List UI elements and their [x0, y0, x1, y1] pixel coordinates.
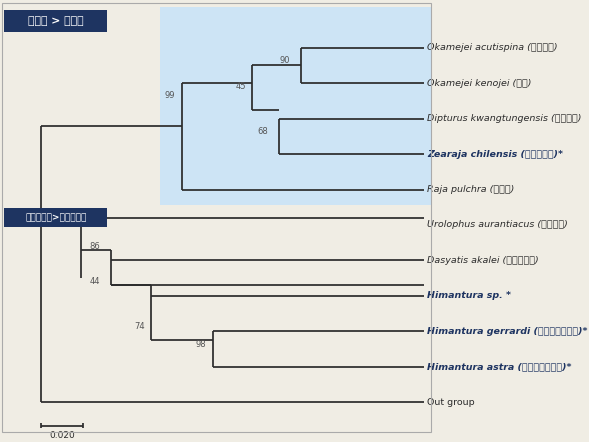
Text: 68: 68 — [257, 126, 267, 136]
Bar — [4, 10, 107, 31]
Text: 44: 44 — [90, 278, 100, 286]
Text: Okamejei kenojei (홍어): Okamejei kenojei (홍어) — [428, 79, 532, 88]
Text: 99: 99 — [165, 91, 176, 100]
Text: Okamejei acutispina (무니홍어): Okamejei acutispina (무니홍어) — [428, 43, 558, 52]
Text: Urolophus aurantiacus (흔가오리): Urolophus aurantiacus (흔가오리) — [428, 221, 568, 229]
Text: Zearaja chilensis (노랑코홍어)*: Zearaja chilensis (노랑코홍어)* — [428, 149, 564, 159]
Text: Dasyatis akalei (노랑가오리): Dasyatis akalei (노랑가오리) — [428, 256, 539, 265]
Text: 74: 74 — [134, 322, 144, 331]
Bar — [4, 208, 107, 227]
Text: Dipturus kwangtungensis (광동홍어): Dipturus kwangtungensis (광동홍어) — [428, 114, 582, 123]
Bar — [160, 7, 431, 206]
Text: Raja pulchra (참홍어): Raja pulchra (참홍어) — [428, 185, 515, 194]
Text: 0.020: 0.020 — [49, 431, 75, 440]
Text: 홍어목 > 홍어과: 홍어목 > 홍어과 — [28, 15, 84, 26]
Text: 86: 86 — [90, 242, 100, 251]
Text: 매가오리목>색가오리과: 매가오리목>색가오리과 — [25, 213, 87, 222]
Text: Out group: Out group — [428, 398, 475, 407]
Text: Himantura sp. *: Himantura sp. * — [428, 291, 511, 301]
Text: 90: 90 — [279, 56, 290, 65]
Text: 45: 45 — [235, 82, 246, 91]
Text: 98: 98 — [196, 339, 206, 348]
Text: Himantura astra (흥점소녀가오리)*: Himantura astra (흥점소녀가오리)* — [428, 362, 572, 371]
Text: Himantura gerrardi (골판소녀가오리)*: Himantura gerrardi (골판소녀가오리)* — [428, 327, 588, 336]
